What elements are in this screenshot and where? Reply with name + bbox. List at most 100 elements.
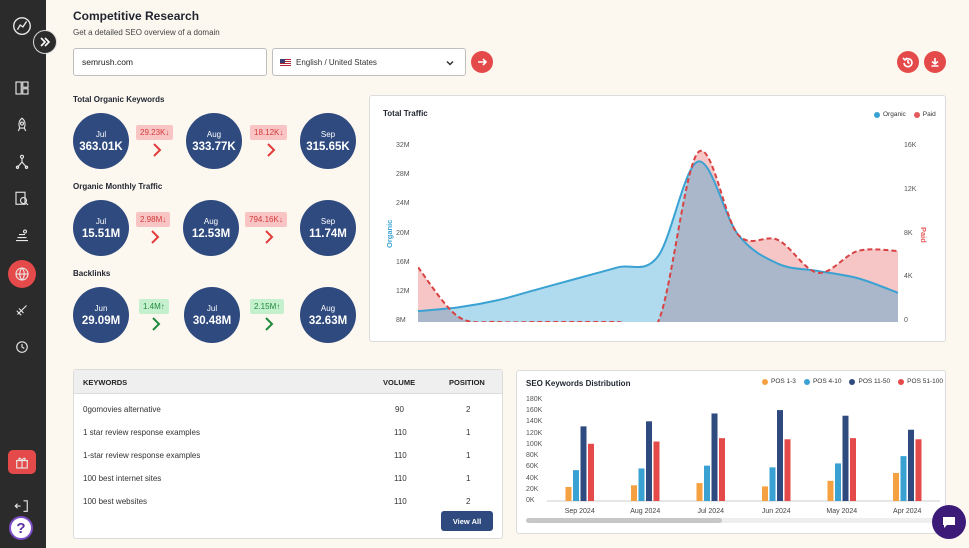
distribution-bar[interactable] <box>762 486 768 501</box>
distribution-bar[interactable] <box>711 413 718 501</box>
domain-input[interactable] <box>73 48 267 76</box>
distribution-bar[interactable] <box>696 483 703 501</box>
monthly-traffic-label: Organic Monthly Traffic <box>73 182 163 191</box>
distribution-bar[interactable] <box>769 467 776 501</box>
us-flag-icon <box>280 58 291 66</box>
y-left-tick-label: 28M <box>396 171 410 179</box>
distribution-bar[interactable] <box>646 421 652 501</box>
table-row[interactable]: 100 best websites 110 2 <box>74 491 502 513</box>
y-tick-label: 80K <box>526 452 539 460</box>
table-row[interactable]: 0gomovies alternative 90 2 <box>74 399 502 421</box>
y-tick-label: 160K <box>526 407 543 415</box>
month-value: 15.51M <box>81 227 121 240</box>
organic-axis-label: Organic <box>385 219 394 248</box>
x-tick-label: Jul 2024 <box>698 508 725 515</box>
distribution-bar[interactable] <box>908 429 914 501</box>
distribution-bar[interactable] <box>704 465 710 501</box>
y-tick-label: 20K <box>526 485 539 493</box>
expand-sidebar-button[interactable] <box>33 30 57 54</box>
arrow-down-icon: ↓ <box>162 215 167 224</box>
keywords-month-card: Sep 315.65K <box>300 113 356 169</box>
legend-organic-label: Organic <box>883 111 906 118</box>
chevron-right-icon <box>263 230 275 244</box>
distribution-bar[interactable] <box>842 415 849 501</box>
y-right-tick-label: 4K <box>904 273 913 281</box>
y-tick-label: 0K <box>526 497 535 504</box>
download-button[interactable] <box>924 51 946 73</box>
distribution-chart-title: SEO Keywords Distribution <box>526 379 631 388</box>
distribution-bar[interactable] <box>580 426 587 501</box>
position-cell: 2 <box>466 405 471 414</box>
volume-cell: 110 <box>394 474 407 483</box>
keyword-cell: 1 star review response examples <box>83 428 200 437</box>
distribution-bar[interactable] <box>835 463 841 501</box>
search-submit-button[interactable] <box>471 51 493 73</box>
gift-icon[interactable] <box>8 450 36 474</box>
traffic-legend: Organic Paid <box>866 111 936 118</box>
month-value: 11.74M <box>309 227 347 240</box>
view-all-button[interactable]: View All <box>441 511 493 531</box>
y-left-tick-label: 20M <box>396 229 410 237</box>
backlinks-label: Backlinks <box>73 269 111 278</box>
distribution-bar[interactable] <box>653 441 660 501</box>
distribution-bar[interactable] <box>893 472 899 501</box>
y-right-tick-label: 12K <box>904 185 917 193</box>
month-value: 363.01K <box>79 140 123 153</box>
volume-cell: 110 <box>394 428 407 437</box>
page-title: Competitive Research <box>73 9 200 23</box>
month-value: 12.53M <box>191 227 231 240</box>
chevron-down-icon <box>445 58 455 68</box>
keywords-month-card: Jul 363.01K <box>73 113 129 169</box>
scrollbar-thumb[interactable] <box>526 518 722 523</box>
distribution-bar[interactable] <box>777 410 783 501</box>
distribution-bar[interactable] <box>631 485 637 501</box>
arrow-up-icon: ↑ <box>160 302 165 311</box>
legend-pos-51-100-label: POS 51-100 <box>907 378 943 385</box>
distribution-bar[interactable] <box>719 438 725 501</box>
refresh-history-button[interactable] <box>897 51 919 73</box>
delta-badge: 18.12K ↓ <box>250 125 288 140</box>
chart-horizontal-scrollbar[interactable] <box>526 518 940 523</box>
help-icon[interactable]: ? <box>9 516 33 540</box>
month-value: 315.65K <box>306 140 350 153</box>
distribution-bar[interactable] <box>850 438 856 501</box>
legend-pos-1-3-label: POS 1-3 <box>771 378 796 385</box>
distribution-bar[interactable] <box>784 439 791 501</box>
distribution-legend: POS 1-3 POS 4-10 POS 11-50 POS 51-100 <box>754 378 943 385</box>
distribution-bar[interactable] <box>915 439 922 501</box>
app-logo-icon[interactable] <box>10 14 34 38</box>
distribution-bar[interactable] <box>827 480 834 501</box>
table-row[interactable]: 1-star review response examples 110 1 <box>74 445 502 467</box>
volume-cell: 90 <box>395 405 404 414</box>
distribution-bar[interactable] <box>638 468 645 501</box>
distribution-bar[interactable] <box>565 486 572 501</box>
legend-pos-11-50-label: POS 11-50 <box>858 378 891 385</box>
distribution-bar[interactable] <box>573 470 579 501</box>
logout-icon[interactable] <box>10 494 34 518</box>
y-left-tick-label: 32M <box>396 142 410 149</box>
table-header: KEYWORDS VOLUME POSITION <box>74 370 502 394</box>
dashboard-icon[interactable] <box>10 76 34 100</box>
table-row[interactable]: 1 star review response examples 110 1 <box>74 422 502 444</box>
network-icon[interactable] <box>10 150 34 174</box>
y-left-tick-label: 12M <box>396 287 410 295</box>
distribution-bar[interactable] <box>900 456 907 501</box>
month-label: Aug <box>206 129 222 139</box>
position-cell: 1 <box>466 428 471 437</box>
delta-badge: 794.16K ↓ <box>245 212 287 227</box>
table-row[interactable]: 100 best internet sites 110 1 <box>74 468 502 490</box>
satellite-icon[interactable] <box>10 298 34 322</box>
delta-value: 1.4M <box>143 302 161 311</box>
month-label: Jul <box>206 303 218 313</box>
globe-icon[interactable] <box>8 260 36 288</box>
chat-button[interactable] <box>932 505 966 539</box>
distribution-bar[interactable] <box>588 443 594 501</box>
distribution-bar-chart: Sep 2024 Aug 2024 Jul 2024 Jun 2024 May 2024… <box>547 410 940 515</box>
traffic-area-chart <box>418 149 898 322</box>
rocket-icon[interactable] <box>10 113 34 137</box>
search-report-icon[interactable] <box>10 187 34 211</box>
month-label: Jul <box>95 129 107 139</box>
language-select[interactable]: English / United States <box>272 48 466 76</box>
money-icon[interactable] <box>10 224 34 248</box>
history-icon[interactable] <box>10 335 34 359</box>
